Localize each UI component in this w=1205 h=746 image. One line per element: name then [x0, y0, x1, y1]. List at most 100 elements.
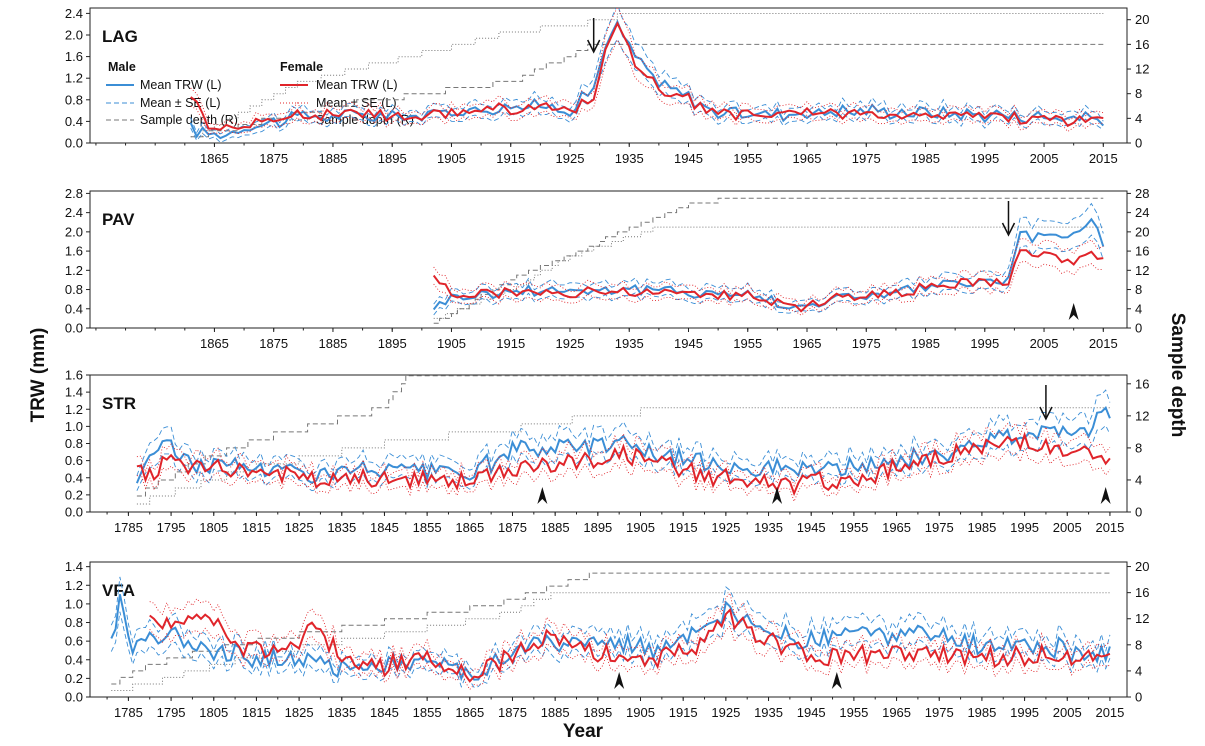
plot-area: [432, 197, 1105, 324]
x-tick-label: 1945: [797, 520, 826, 535]
y-right-tick-label: 0: [1135, 321, 1142, 336]
x-tick-label: 1915: [669, 520, 698, 535]
panel-pav: 0.0 0.4 0.8 1.2 1.6 2.0 2.4 2.8 0 4 8 12 16 20 24 28 186…: [65, 186, 1150, 351]
se-upper-male: [110, 576, 1111, 673]
y-axis-left-title: TRW (mm): [28, 328, 49, 423]
y-left-tick-label: 0.4: [65, 652, 83, 667]
y-left-tick-label: 0.6: [65, 453, 83, 468]
pointer-arrow-icon: [1039, 385, 1053, 421]
y-right-tick-label: 20: [1135, 559, 1149, 574]
sample-depth-line-female: [136, 407, 1110, 505]
y-right-tick-label: 4: [1135, 663, 1142, 678]
y-left-tick-label: 0.4: [65, 114, 83, 129]
x-tick-label: 1955: [839, 520, 868, 535]
x-tick-label: 2005: [1030, 336, 1059, 351]
panel-title: LAG: [102, 27, 138, 46]
x-tick-label: 1875: [498, 705, 527, 720]
arrowhead-up-icon: [537, 487, 548, 504]
x-tick-label: 1865: [200, 336, 229, 351]
x-tick-label: 1835: [327, 705, 356, 720]
y-left-tick-label: 1.0: [65, 596, 83, 611]
x-tick-label: 1825: [285, 705, 314, 720]
x-tick-label: 1875: [498, 520, 527, 535]
x-tick-label: 1975: [925, 705, 954, 720]
x-tick-label: 1945: [797, 705, 826, 720]
x-tick-label: 1895: [583, 520, 612, 535]
y-left-tick-label: 1.6: [65, 368, 83, 383]
legend-male-se-label: Mean ± SE (L): [140, 96, 221, 110]
x-tick-label: 1895: [583, 705, 612, 720]
x-tick-label: 2015: [1089, 151, 1118, 166]
y-right-tick-label: 16: [1135, 585, 1149, 600]
panel-title: PAV: [102, 210, 135, 229]
x-tick-label: 2005: [1053, 520, 1082, 535]
x-tick-label: 1915: [496, 151, 525, 166]
mean-trw-line-female: [136, 431, 1111, 497]
x-tick-label: 1905: [626, 520, 655, 535]
x-tick-label: 1905: [437, 336, 466, 351]
y-left-tick-label: 0.4: [65, 470, 83, 485]
y-right-tick-label: 12: [1135, 408, 1149, 423]
y-right-tick-label: 0: [1135, 690, 1142, 705]
se-upper-female: [190, 8, 1104, 126]
y-left-tick-label: 2.0: [65, 28, 83, 43]
pointer-arrow-icon: [1001, 201, 1016, 237]
se-lower-male: [110, 611, 1111, 688]
x-tick-label: 1955: [839, 705, 868, 720]
x-tick-label: 1795: [157, 520, 186, 535]
plot-frame: [89, 561, 1128, 698]
x-tick-label: 1935: [754, 705, 783, 720]
x-tick-label: 1945: [674, 151, 703, 166]
x-axis-title: Year: [563, 721, 604, 742]
y-left-tick-label: 0.8: [65, 436, 83, 451]
y-left-tick-label: 1.4: [65, 385, 83, 400]
x-tick-label: 1925: [711, 520, 740, 535]
x-tick-label: 2015: [1095, 520, 1124, 535]
y-right-tick-label: 8: [1135, 282, 1142, 297]
se-upper-male: [190, 8, 1104, 135]
y-left-tick-label: 0.2: [65, 671, 83, 686]
x-tick-label: 1885: [541, 520, 570, 535]
se-upper-female: [433, 238, 1104, 308]
x-tick-label: 1985: [911, 336, 940, 351]
legend-male-depth-label: Sample depth (R): [140, 113, 238, 127]
x-tick-label: 1915: [669, 705, 698, 720]
x-tick-label: 1965: [882, 520, 911, 535]
x-tick-label: 1935: [754, 520, 783, 535]
y-right-tick-label: 12: [1135, 263, 1149, 278]
pointer-arrow-icon: [587, 18, 601, 54]
y-right-tick-label: 28: [1135, 186, 1149, 201]
legend-male-heading: Male: [108, 60, 136, 74]
x-tick-label: 1875: [259, 336, 288, 351]
y-left-tick-label: 0.6: [65, 634, 83, 649]
x-tick-label: 1925: [711, 705, 740, 720]
x-tick-label: 1875: [259, 151, 288, 166]
y-left-tick-label: 1.0: [65, 419, 83, 434]
x-tick-label: 1935: [615, 336, 644, 351]
x-tick-label: 1895: [378, 151, 407, 166]
y-left-tick-label: 1.2: [65, 402, 83, 417]
x-tick-label: 1975: [852, 336, 881, 351]
x-tick-label: 1995: [970, 336, 999, 351]
y-left-tick-label: 1.6: [65, 244, 83, 259]
x-tick-label: 1785: [114, 705, 143, 720]
se-upper-male: [136, 389, 1111, 476]
y-right-tick-label: 8: [1135, 440, 1142, 455]
x-tick-label: 1855: [413, 520, 442, 535]
x-tick-label: 1995: [1010, 520, 1039, 535]
legend-male-mean-label: Mean TRW (L): [140, 78, 222, 92]
x-tick-label: 1895: [378, 336, 407, 351]
arrowhead-up-icon: [1068, 303, 1079, 320]
sample-depth-line-female: [433, 226, 1104, 319]
x-tick-label: 1935: [615, 151, 644, 166]
y-right-tick-label: 16: [1135, 37, 1149, 52]
y-right-tick-label: 12: [1135, 62, 1149, 77]
x-tick-label: 1995: [970, 151, 999, 166]
x-tick-label: 1975: [852, 151, 881, 166]
plot-area: [135, 375, 1111, 505]
legend-female-mean-label: Mean TRW (L): [316, 78, 398, 92]
y-left-tick-label: 1.2: [65, 578, 83, 593]
plot-area: [110, 572, 1111, 691]
panel-str: 0.0 0.2 0.4 0.6 0.8 1.0 1.2 1.4 1.6 0 4 8 12 16 1785 17…: [65, 368, 1150, 536]
